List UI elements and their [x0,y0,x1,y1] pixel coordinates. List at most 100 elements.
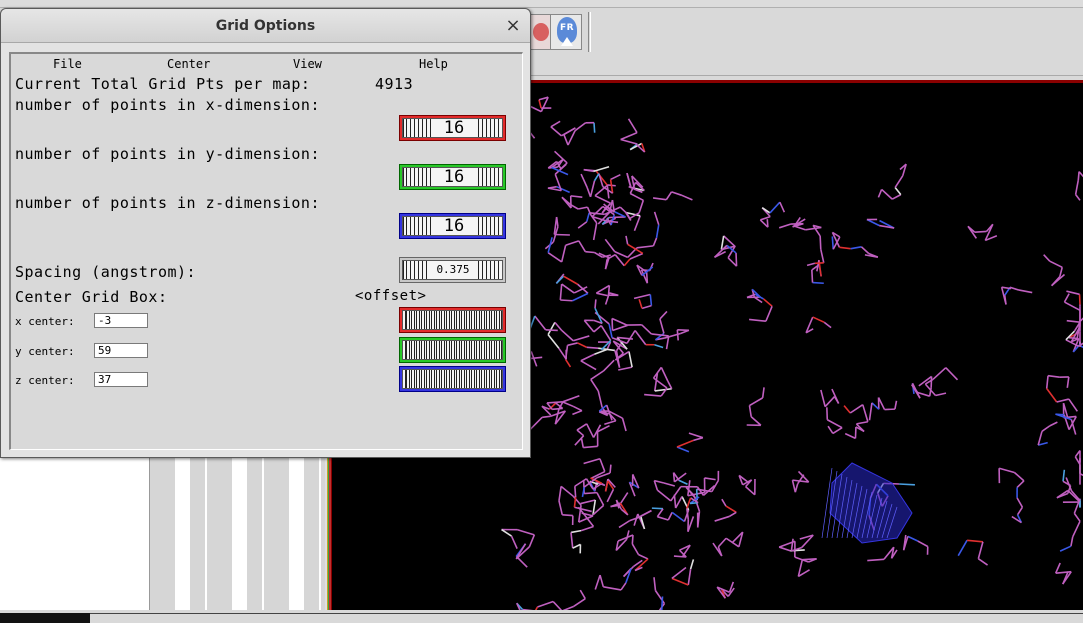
offset-label: <offset> [355,288,427,304]
bond [551,166,569,176]
y-center-input[interactable] [94,343,148,358]
bond [998,467,1015,474]
bond [584,514,595,527]
bond [604,259,608,270]
bond [515,543,527,560]
bond [594,184,608,197]
bond [831,236,835,250]
bond [600,325,612,341]
bond [723,235,736,248]
menu-file[interactable]: File [53,57,82,71]
menu-center[interactable]: Center [167,57,211,71]
bond [570,529,582,534]
bond [1055,413,1072,421]
bond [917,391,930,397]
menu-view[interactable]: View [293,57,322,71]
bond [510,535,518,549]
x-center-dial[interactable] [399,307,506,333]
bond [554,409,560,425]
bond [615,538,628,552]
bond [634,558,649,572]
bond [867,558,885,562]
bond [1056,398,1070,403]
bond [564,345,569,360]
y-points-dial[interactable]: 16 [399,164,506,190]
bond [794,556,809,563]
bond [599,458,606,472]
bond [687,568,692,586]
close-icon[interactable]: × [505,15,521,36]
bond [651,507,664,510]
bond [1041,425,1051,432]
bond [581,486,586,498]
z-points-dial[interactable]: 16 [399,213,506,239]
bond [592,499,597,515]
bond [974,230,987,233]
grid-line [861,491,873,539]
bond [713,244,728,258]
bond [609,179,614,194]
bond [674,496,683,509]
bond [812,316,825,324]
bond [596,472,611,479]
bond [598,173,604,187]
spacing-dial[interactable]: 0.375 [399,257,506,283]
bond [529,416,543,430]
bond [541,405,550,410]
bond [550,120,561,128]
bond [606,253,616,261]
bond [530,351,538,367]
dialog-titlebar[interactable]: Grid Options × [1,9,530,43]
bond [598,347,615,352]
menu-help[interactable]: Help [419,57,448,71]
grid-line [841,479,853,539]
y-center-dial[interactable] [399,337,506,363]
bond [894,175,904,188]
bond [653,373,659,392]
bond [515,546,530,560]
bond [592,222,598,241]
bond [636,245,654,249]
bond [678,549,687,558]
bond [586,206,592,216]
bond [877,397,886,410]
bond [868,402,873,421]
z-points-label: number of points in z-dimension: [15,194,320,212]
bond [593,122,596,133]
bond [745,486,756,496]
z-center-dial[interactable] [399,366,506,392]
x-center-input[interactable] [94,313,148,328]
bond [590,214,598,224]
flood-icon[interactable]: FR [550,14,582,50]
x-points-dial[interactable]: 16 [399,115,506,141]
bond [932,367,947,381]
bond [693,436,704,442]
bond [791,546,803,552]
bond [580,360,597,371]
bond [727,257,738,267]
bond [515,602,522,612]
arrow-shape [561,37,573,46]
bond [696,488,712,493]
bond [570,195,583,198]
bond [586,186,592,198]
bond [620,131,638,141]
bond [597,211,611,225]
bond [652,237,658,247]
bond [1016,480,1025,488]
bond [626,213,632,221]
bond [645,272,649,284]
bond [879,224,895,229]
bond [1065,477,1073,492]
dashboard-pane [0,457,150,610]
bond [567,130,576,146]
y-points-label: number of points in y-dimension: [15,145,320,163]
bond [738,531,744,547]
bond [714,250,726,259]
bond [591,205,604,218]
bond [562,395,580,403]
z-center-input[interactable] [94,372,148,387]
bond [832,427,843,435]
bond [1073,498,1081,514]
bond [682,544,691,557]
